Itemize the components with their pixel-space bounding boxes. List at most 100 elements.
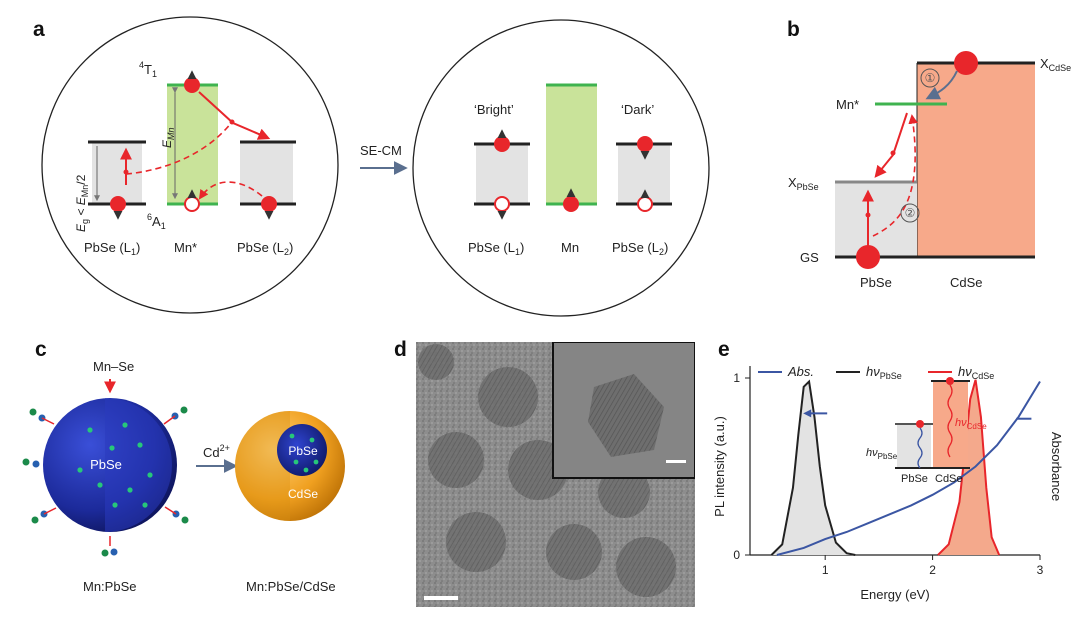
r-mn-electron bbox=[563, 196, 579, 212]
se-cm-label: SE-CM bbox=[360, 143, 402, 158]
mn-dopants bbox=[77, 422, 153, 508]
inset-cdse-label: CdSe bbox=[935, 473, 963, 485]
a-right-mn: Mn bbox=[561, 240, 579, 255]
pbse-cut-face bbox=[105, 398, 172, 532]
series-line-1 bbox=[937, 379, 1001, 556]
mn-hole bbox=[184, 196, 200, 212]
inset-pbse-label: PbSe bbox=[901, 473, 928, 485]
cdse-shell-shade bbox=[235, 411, 290, 521]
b-step2: ② bbox=[905, 206, 916, 220]
x-tick-label: 1 bbox=[822, 563, 829, 577]
caption-mn-pbse-cdse: Mn:PbSe/CdSe bbox=[246, 579, 336, 594]
b-pbse-label: PbSe bbox=[860, 275, 892, 290]
tem-image bbox=[416, 342, 695, 607]
mn-electron bbox=[184, 77, 200, 93]
inset-cdse-wave bbox=[947, 384, 953, 458]
b-step1-circle bbox=[920, 68, 940, 88]
cd-label: Cd2+ bbox=[203, 443, 230, 460]
r-hole-l1 bbox=[494, 196, 510, 212]
x-cdse-label: XCdSe bbox=[1040, 56, 1071, 73]
pl-abs-chart: 1 2 3 0 1 Energy (eV) PL intensity (a.u.) Absor… bbox=[712, 364, 1064, 602]
panel-c-letter: c bbox=[35, 338, 47, 361]
inset-scale-bar bbox=[666, 460, 686, 463]
hole-l2 bbox=[261, 196, 277, 212]
r-electron-l1 bbox=[494, 136, 510, 152]
b-relax-arrow bbox=[874, 112, 908, 178]
caption-mn-pbse: Mn:PbSe bbox=[83, 579, 136, 594]
r-mn-band bbox=[546, 85, 597, 204]
precursor-label: Mn–Se bbox=[93, 359, 134, 374]
b-relax-dot bbox=[890, 150, 896, 156]
a-right-l2: PbSe (L2) bbox=[612, 240, 668, 257]
panel-e: e 1 2 3 0 1 Energy (eV) PL intensity (a.u.) Abs… bbox=[712, 338, 1064, 602]
b-cdse-label: CdSe bbox=[950, 275, 983, 290]
r-hole-l2 bbox=[637, 196, 653, 212]
dashed-return bbox=[198, 181, 263, 200]
shell-label: CdSe bbox=[288, 487, 318, 501]
series-line-0 bbox=[770, 379, 856, 556]
a-left-l2: PbSe (L2) bbox=[237, 240, 293, 257]
panel-e-letter: e bbox=[718, 338, 730, 361]
left-circle bbox=[41, 16, 339, 314]
b-cdse-electron bbox=[954, 51, 978, 75]
x-pbse-label: XPbSe bbox=[788, 175, 819, 192]
core-label: PbSe bbox=[90, 457, 122, 472]
inset-cdse-electron bbox=[946, 377, 954, 385]
tem-micrograph bbox=[416, 342, 695, 607]
ligands bbox=[22, 406, 189, 557]
panel-d-letter: d bbox=[394, 338, 407, 361]
right-circle bbox=[412, 19, 710, 317]
y2-axis-title: Absorbance bbox=[1049, 432, 1064, 501]
level-6a1: 6A1 bbox=[147, 212, 166, 231]
y-tick-label: 0 bbox=[733, 548, 740, 562]
panel-a: a Eg < EMn/2 EMn 4T1 6A1 bbox=[33, 16, 710, 317]
level-4t1: 4T1 bbox=[139, 60, 157, 79]
panel-b-letter: b bbox=[787, 18, 800, 41]
scale-bar bbox=[424, 596, 458, 600]
inset-pbse-electron bbox=[916, 420, 924, 428]
a-left-mn: Mn* bbox=[174, 240, 197, 255]
dashed-transfer bbox=[125, 121, 233, 175]
x-tick-label: 2 bbox=[929, 563, 936, 577]
shell-core-label: PbSe bbox=[288, 444, 318, 458]
y-tick-label: 1 bbox=[733, 371, 740, 385]
pbse-axis-arrowhead bbox=[803, 409, 812, 418]
pbse-l1-band bbox=[92, 142, 142, 204]
r-pbse-l1-band bbox=[476, 144, 528, 204]
b-gs-electron bbox=[856, 245, 880, 269]
dark-label: ‘Dark’ bbox=[621, 102, 654, 117]
b-step1-arrow bbox=[925, 70, 958, 100]
b-step2-circle bbox=[900, 203, 920, 223]
r-electron-l2 bbox=[637, 136, 653, 152]
a-right-l1: PbSe (L1) bbox=[468, 240, 524, 257]
legend-label: hνPbSe bbox=[866, 364, 902, 381]
inset-pbse-wave bbox=[917, 427, 923, 469]
bright-label: ‘Bright’ bbox=[474, 102, 514, 117]
mn-star-label: Mn* bbox=[836, 97, 859, 112]
panel-c: c Mn–Se PbSe Cd2+ PbSe CdSe M bbox=[22, 338, 345, 594]
eg-condition: Eg < EMn/2 bbox=[74, 174, 90, 232]
pbse-region bbox=[835, 183, 917, 257]
shell-dopants bbox=[289, 433, 319, 473]
series-fill-0 bbox=[771, 381, 856, 555]
hole-l1 bbox=[110, 196, 126, 212]
b-excite-dot bbox=[865, 212, 871, 218]
emn-label: EMn bbox=[160, 127, 176, 148]
x-axis-title: Energy (eV) bbox=[860, 587, 929, 602]
panel-b: b ① ② XCdSe Mn* XPbSe GS PbSe CdSe bbox=[787, 18, 1071, 290]
x-tick-label: 3 bbox=[1037, 563, 1044, 577]
tem-inset-particle bbox=[588, 374, 664, 457]
legend-label: Abs. bbox=[787, 364, 814, 379]
series-line-2 bbox=[776, 381, 1041, 556]
r-pbse-l2-band bbox=[618, 144, 670, 204]
a-left-l1: PbSe (L1) bbox=[84, 240, 140, 257]
y-axis-title: PL intensity (a.u.) bbox=[712, 416, 727, 517]
cdse-region bbox=[917, 63, 1035, 257]
inset-pbse-band bbox=[897, 424, 931, 468]
legend-label: hνCdSe bbox=[958, 364, 994, 381]
pbse-l2-band bbox=[240, 142, 293, 204]
panel-a-letter: a bbox=[33, 18, 45, 41]
inset-hv-pbse: hνPbSe bbox=[866, 447, 898, 461]
gs-label: GS bbox=[800, 250, 819, 265]
